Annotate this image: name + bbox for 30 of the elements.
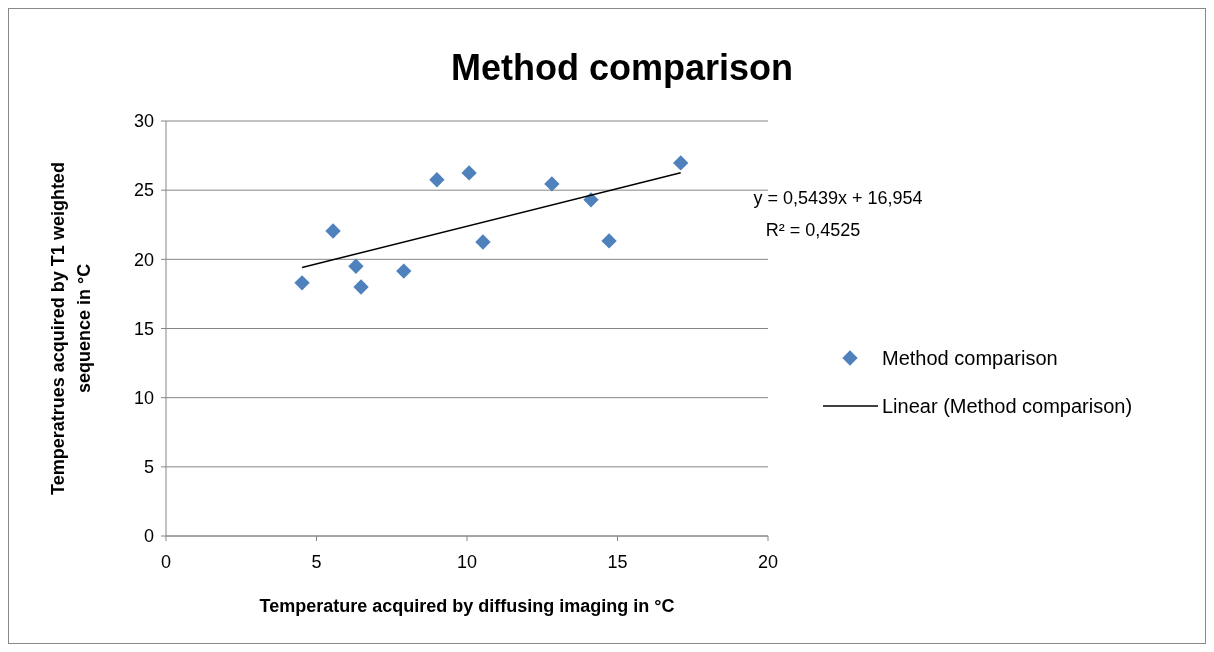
x-axis-title: Temperature acquired by diffusing imaging in °C bbox=[259, 596, 675, 616]
x-tick-label: 5 bbox=[311, 552, 322, 572]
annotation: R² = 0,4525 bbox=[765, 220, 861, 240]
chart-title: Method comparison bbox=[450, 47, 794, 88]
point bbox=[348, 258, 364, 274]
point bbox=[475, 234, 491, 250]
point bbox=[294, 275, 310, 291]
legend-label: Linear (Method comparison) bbox=[882, 395, 1133, 417]
legend-label: Method comparison bbox=[882, 347, 1058, 369]
point bbox=[601, 233, 617, 249]
y-tick-label: 0 bbox=[143, 526, 154, 547]
y-tick-label: 10 bbox=[133, 387, 154, 408]
y-tick-label: 20 bbox=[133, 249, 154, 270]
x-tick-label: 0 bbox=[160, 552, 172, 572]
point bbox=[325, 223, 341, 239]
y-axis-title: Temperatrues acquired by T1 weighted sequence in °C bbox=[48, 162, 94, 495]
point bbox=[429, 172, 445, 188]
point bbox=[673, 155, 689, 171]
point bbox=[544, 176, 560, 192]
x-tick-label: 15 bbox=[607, 552, 628, 572]
point bbox=[353, 279, 369, 295]
point bbox=[461, 165, 477, 181]
point bbox=[396, 263, 412, 279]
y-tick-label: 25 bbox=[133, 180, 154, 201]
annotation: y = 0,5439x + 16,954 bbox=[753, 188, 923, 208]
y-tick-label: 15 bbox=[133, 318, 154, 339]
x-tick-label: 20 bbox=[757, 552, 779, 572]
y-tick-label: 30 bbox=[133, 111, 154, 132]
y-tick-label: 5 bbox=[143, 457, 154, 478]
x-tick-label: 10 bbox=[456, 552, 478, 572]
